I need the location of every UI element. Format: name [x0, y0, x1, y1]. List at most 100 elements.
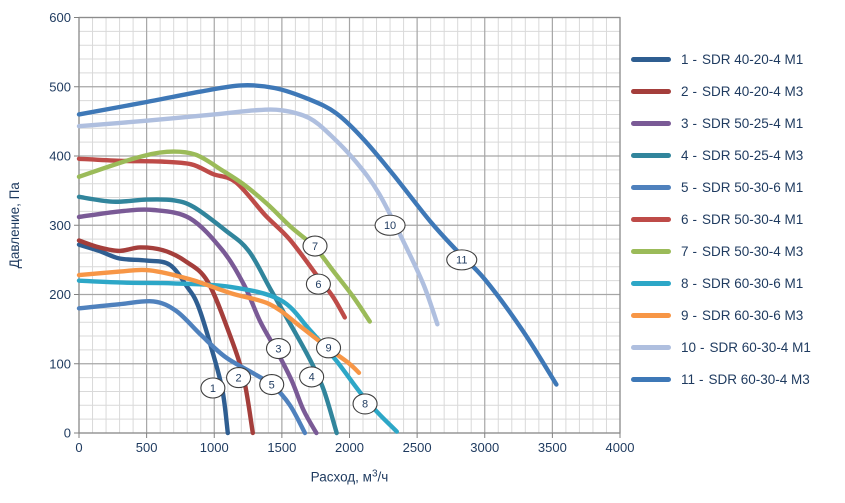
y-tick-label: 200 — [49, 287, 71, 302]
x-axis-title: Расход, м3/ч — [311, 469, 389, 485]
curve-label-bubble-9 — [315, 337, 342, 359]
legend-separator: - — [692, 244, 698, 259]
curve-label-bubble-7 — [302, 235, 328, 257]
legend-swatch — [631, 313, 671, 318]
axis-tick-labels: 0 500 1000 1500 2000 2500 3000 3500 400001002003… — [49, 10, 634, 455]
legend-separator: - — [692, 180, 698, 195]
y-tick-label: 300 — [49, 218, 71, 233]
legend-swatch — [631, 185, 671, 190]
legend-separator: - — [692, 148, 698, 163]
legend-separator: - — [692, 84, 698, 99]
legend-swatch — [631, 153, 671, 158]
curve-number-bubbles: 1 2 3 4 5 6 7 8 9 10 11 — [200, 214, 478, 415]
curve-label-number: 4 — [309, 372, 315, 384]
curve-label-bubble-1 — [200, 377, 226, 399]
legend-label: SDR 50-25-4 M3 — [702, 148, 804, 163]
y-axis-title: Давление, Па — [7, 182, 22, 269]
legend-swatch — [631, 345, 671, 350]
curve-label-number: 2 — [236, 372, 242, 384]
curve-label-bubble-6 — [305, 273, 331, 295]
legend-number: 8 — [681, 276, 689, 291]
legend-separator: - — [692, 276, 698, 291]
svg-text:Давление, Па: Давление, Па — [7, 182, 22, 269]
x-tick-label: 1500 — [267, 440, 296, 455]
x-tick-label: 0 — [75, 440, 82, 455]
x-tick-label: 2000 — [335, 440, 364, 455]
legend-label: SDR 60-30-4 M3 — [708, 372, 810, 387]
y-tick-label: 400 — [49, 149, 71, 164]
legend-item-8: 8- SDR 60-30-6 M1 — [631, 276, 811, 291]
legend-number: 1 — [681, 52, 689, 67]
legend-item-1: 1- SDR 40-20-4 M1 — [631, 52, 811, 67]
axis-ticks — [74, 17, 621, 438]
curve-5-sdr-50-30-6-m1 — [76, 298, 308, 436]
curve-10-sdr-60-30-4-m1 — [76, 107, 440, 327]
legend-item-5: 5- SDR 50-30-6 M1 — [631, 180, 811, 195]
y-tick-label: 500 — [49, 79, 71, 94]
legend-separator: - — [692, 52, 698, 67]
legend-separator: - — [692, 212, 698, 227]
x-tick-label: 4000 — [606, 440, 635, 455]
legend-item-9: 9- SDR 60-30-6 M3 — [631, 308, 811, 323]
legend-item-3: 3- SDR 50-25-4 M1 — [631, 116, 811, 131]
curve-label-number: 6 — [315, 279, 321, 291]
x-tick-label: 500 — [136, 440, 158, 455]
legend-number: 2 — [681, 84, 689, 99]
legend-number: 10 — [681, 340, 697, 355]
legend-label: SDR 60-30-6 M1 — [702, 276, 804, 291]
curve-label-number: 7 — [312, 241, 318, 253]
legend-label: SDR 60-30-4 M1 — [709, 340, 811, 355]
curve-label-bubble-10 — [374, 214, 406, 236]
curve-label-bubble-11 — [446, 249, 478, 271]
curve-label-bubble-2 — [226, 367, 252, 389]
curve-label-bubble-3 — [265, 337, 292, 360]
legend-item-2: 2- SDR 40-20-4 M3 — [631, 84, 811, 99]
legend-item-4: 4- SDR 50-25-4 M3 — [631, 148, 811, 163]
curve-label-number: 3 — [275, 343, 281, 355]
legend-label: SDR 40-20-4 M1 — [702, 52, 804, 67]
legend-number: 11 — [681, 372, 696, 387]
legend-swatch — [631, 281, 671, 286]
curve-label-number: 1 — [210, 383, 216, 395]
legend-item-7: 7- SDR 50-30-4 M3 — [631, 244, 811, 259]
y-tick-label: 0 — [64, 426, 71, 441]
legend-separator: - — [692, 308, 698, 323]
legend-number: 6 — [681, 212, 689, 227]
legend-swatch — [631, 249, 671, 254]
legend-swatch — [631, 217, 671, 222]
legend-number: 7 — [681, 244, 689, 259]
legend-label: SDR 60-30-6 M3 — [702, 308, 804, 323]
legend-swatch — [631, 377, 671, 382]
x-tick-label: 1000 — [200, 440, 229, 455]
legend-number: 4 — [681, 148, 689, 163]
curve-8-sdr-60-30-6-m1 — [76, 278, 399, 434]
curve-label-bubble-8 — [352, 393, 378, 415]
legend-label: SDR 50-25-4 M1 — [702, 116, 804, 131]
curve-label-number: 10 — [384, 220, 396, 232]
legend-number: 3 — [681, 116, 689, 131]
legend-item-10: 10- SDR 60-30-4 M1 — [631, 340, 811, 355]
x-tick-label: 3500 — [538, 440, 567, 455]
curve-7-sdr-50-30-4-m3 — [76, 149, 372, 324]
legend-label: SDR 50-30-6 M1 — [702, 180, 804, 195]
curve-2-sdr-40-20-4-m3 — [76, 238, 255, 436]
legend-item-11: 11- SDR 60-30-4 M3 — [631, 372, 811, 387]
legend-separator: - — [700, 340, 705, 355]
curve-4-sdr-50-25-4-m3 — [76, 194, 339, 436]
legend-separator: - — [699, 372, 704, 387]
x-tick-label: 3000 — [470, 440, 499, 455]
legend-label: SDR 40-20-4 M3 — [702, 84, 804, 99]
legend-swatch — [631, 89, 671, 94]
legend-number: 5 — [681, 180, 689, 195]
legend-label: SDR 50-30-4 M3 — [702, 244, 804, 259]
legend-swatch — [631, 121, 671, 126]
curve-label-bubble-5 — [259, 373, 285, 396]
curve-label-number: 11 — [456, 255, 467, 267]
y-tick-label: 600 — [49, 10, 71, 25]
chart-legend: 1- SDR 40-20-4 M1 2- SDR 40-20-4 M3 3- SDR 50… — [631, 52, 811, 387]
legend-separator: - — [692, 116, 698, 131]
curve-label-number: 9 — [325, 343, 331, 355]
curve-label-number: 8 — [362, 399, 368, 411]
curve-9-sdr-60-30-6-m3 — [76, 267, 362, 375]
